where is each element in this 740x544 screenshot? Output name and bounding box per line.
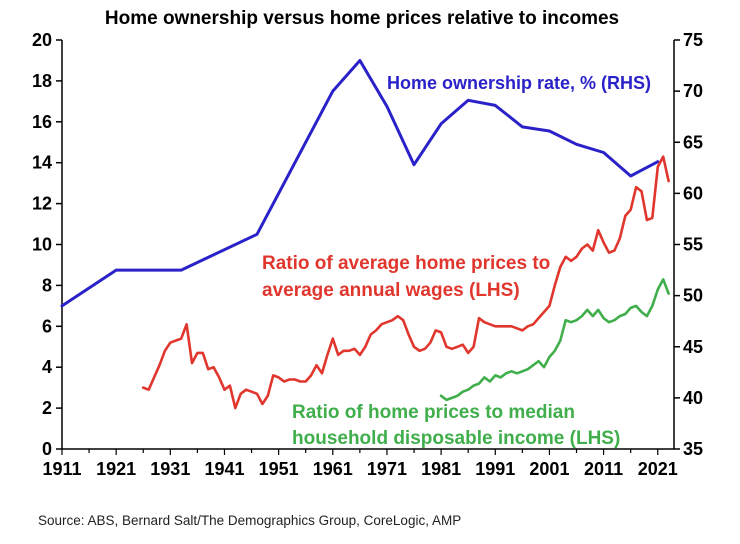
x-tick-label: 2001 xyxy=(529,459,569,479)
chart: Home ownership versus home prices relati… xyxy=(32,8,703,479)
left-tick-label: 12 xyxy=(32,194,52,214)
right-tick-label: 70 xyxy=(683,81,703,101)
left-tick-label: 8 xyxy=(42,275,52,295)
left-tick-label: 18 xyxy=(32,71,52,91)
right-tick-label: 65 xyxy=(683,132,703,152)
x-tick-label: 1981 xyxy=(421,459,461,479)
x-axis-ticks: 1911 1921 1931 1941 1951 1961 1971 1981 1991 2001… xyxy=(42,449,678,479)
right-axis-ticks: 35 40 45 50 55 60 65 70 75 xyxy=(674,30,703,459)
right-tick-label: 50 xyxy=(683,286,703,306)
left-axis-ticks: 0 2 4 6 8 10 12 14 16 18 20 xyxy=(32,30,62,459)
annotation-wages: Ratio of average home prices to average … xyxy=(262,253,550,301)
x-tick-label: 1931 xyxy=(150,459,190,479)
series-wages-ratio-line xyxy=(141,155,670,410)
annotation-ownership: Home ownership rate, % (RHS) xyxy=(387,73,651,93)
right-tick-label: 60 xyxy=(683,183,703,203)
x-tick-label: 1961 xyxy=(313,459,353,479)
right-tick-label: 40 xyxy=(683,388,703,408)
left-tick-label: 20 xyxy=(32,30,52,50)
annotation-income: Ratio of home prices to median household… xyxy=(292,402,620,449)
x-tick-label: 1921 xyxy=(96,459,136,479)
annotation-ownership-label: Home ownership rate, % (RHS) xyxy=(387,73,651,93)
right-tick-label: 75 xyxy=(683,30,703,50)
x-tick-label: 1971 xyxy=(367,459,407,479)
series-home-ownership-line xyxy=(60,59,660,308)
x-tick-label: 2011 xyxy=(584,459,623,479)
left-tick-label: 16 xyxy=(32,112,52,132)
x-tick-label: 1911 xyxy=(42,459,81,479)
right-tick-label: 35 xyxy=(683,439,703,459)
series-lines xyxy=(60,59,670,410)
right-tick-label: 45 xyxy=(683,337,703,357)
right-tick-label: 55 xyxy=(683,235,703,255)
annotation-income-line-1: Ratio of home prices to median xyxy=(292,402,575,423)
series-income-ratio-line xyxy=(439,277,670,402)
x-tick-label: 2021 xyxy=(638,459,678,479)
annotation-income-line-2: household disposable income (LHS) xyxy=(292,428,620,449)
x-tick-label: 1951 xyxy=(259,459,299,479)
source-note: Source: ABS, Bernard Salt/The Demographi… xyxy=(38,513,462,528)
annotation-wages-line-1: Ratio of average home prices to xyxy=(262,253,550,274)
left-tick-label: 10 xyxy=(32,235,52,255)
left-tick-label: 14 xyxy=(32,153,52,173)
annotation-wages-line-2: average annual wages (LHS) xyxy=(262,280,520,301)
left-tick-label: 4 xyxy=(42,357,52,377)
left-tick-label: 0 xyxy=(42,439,52,459)
left-tick-label: 2 xyxy=(42,398,52,418)
x-tick-label: 1941 xyxy=(204,459,244,479)
x-tick-label: 1991 xyxy=(475,459,515,479)
chart-title: Home ownership versus home prices relati… xyxy=(105,8,619,29)
left-tick-label: 6 xyxy=(42,316,52,336)
